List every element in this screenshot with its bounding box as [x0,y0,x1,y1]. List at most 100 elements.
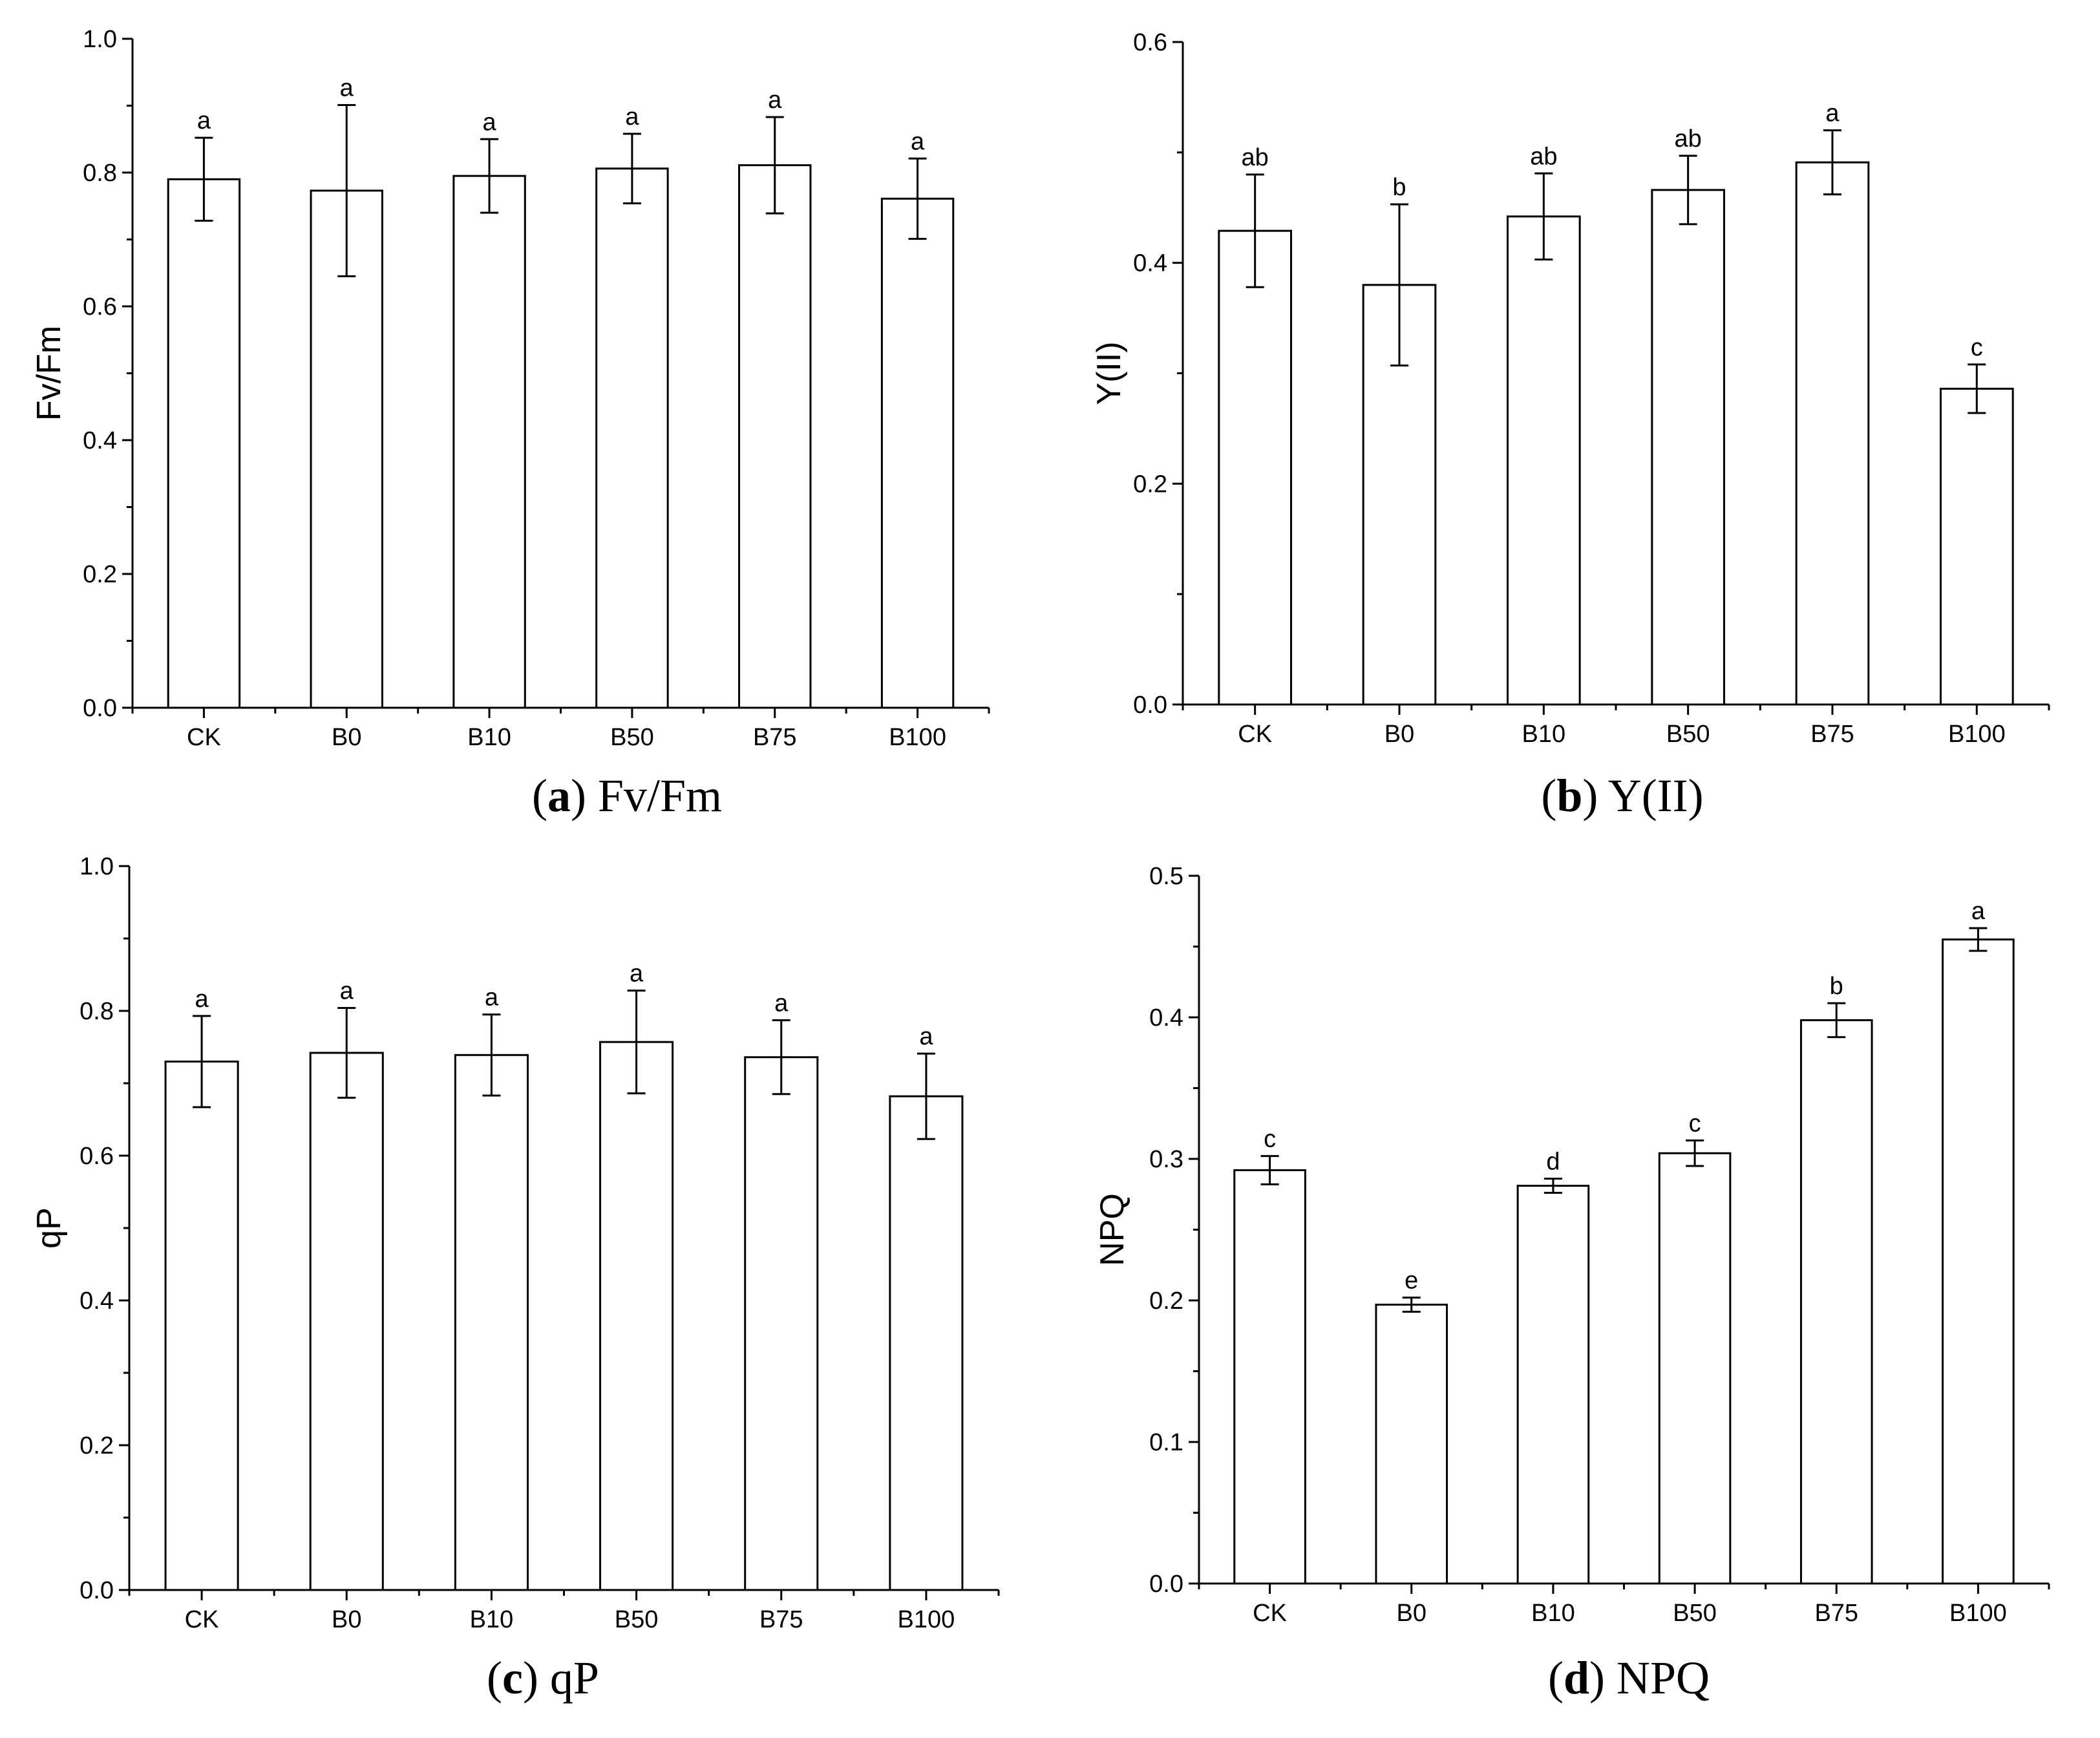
panel-caption: (c) qP [487,1652,599,1704]
y-tick-label: 0.6 [80,1143,114,1170]
bar-b100 [880,197,955,709]
y-tick-label: 0.0 [1149,1571,1183,1598]
significance-label: a [1971,898,1986,925]
y-tick-label: 1.0 [83,26,117,53]
significance-label: a [483,109,497,136]
y-tick-label: 0.4 [83,427,117,454]
bar-b75 [744,1056,819,1591]
significance-label: c [1264,1126,1276,1153]
caption-letter: c [502,1652,523,1704]
significance-label: b [1830,973,1843,1000]
y-tick-label: 0.4 [1133,250,1167,277]
significance-label: a [774,990,789,1017]
bar-b50 [595,167,669,709]
y-tick-label: 0.0 [1133,692,1167,719]
x-tick-label: B50 [610,724,654,751]
bar-b50 [599,1041,674,1591]
bar-ck [1218,229,1293,706]
significance-label: d [1546,1149,1560,1176]
x-tick-label: B0 [332,1606,361,1633]
x-tick-label: B10 [1531,1600,1575,1627]
y-tick-label: 0.6 [1133,29,1167,56]
y-tick-label: 0.2 [83,561,117,588]
bar-b75 [738,164,812,709]
y-tick-label: 0.5 [1149,863,1183,890]
x-tick-label: B50 [1666,721,1710,748]
bar-ck [167,178,241,709]
panel-d: 0.0 0.1 0.2 0.3 0.4 0.5 NPQ c CK e B0 d B10 c B50 b B75 a… [1094,863,2050,1704]
significance-label: b [1392,174,1406,201]
panel-c: 0.0 0.2 0.4 0.6 0.8 1.0 qP a CK a B0 a B10 a B50 a B75 a B… [30,853,1000,1704]
bar-ck [1233,1169,1306,1585]
significance-label: e [1405,1267,1418,1295]
bar-b10 [1516,1185,1590,1585]
x-tick-label: B10 [1522,721,1566,748]
bar-b100 [1940,387,2014,706]
bar-b50 [1651,189,1725,706]
x-tick-label: B100 [1948,721,2006,748]
y-tick-label: 0.0 [80,1577,114,1604]
bar-b10 [454,1054,529,1591]
y-axis-title: NPQ [1094,1193,1131,1266]
x-tick-label: B75 [759,1606,803,1633]
x-tick-label: B0 [1384,721,1414,748]
caption-open-paren: ( [1548,1652,1564,1704]
y-tick-label: 0.1 [1149,1429,1183,1456]
y-tick-label: 0.2 [1149,1288,1183,1315]
x-tick-label: B50 [1673,1600,1717,1627]
bar-b0 [309,1052,384,1591]
x-tick-label: CK [185,1606,219,1633]
panel-caption: (b) Y(II) [1541,770,1703,821]
caption-text: ) Y(II) [1582,770,1703,821]
panel-caption: (d) NPQ [1548,1652,1710,1704]
caption-letter: b [1556,770,1582,821]
y-axis-title: qP [30,1207,68,1249]
y-tick-label: 0.4 [1149,1004,1183,1032]
x-tick-label: B10 [470,1606,514,1633]
x-tick-label: B75 [1810,721,1854,748]
significance-label: c [1971,334,1983,361]
significance-label: a [197,107,211,134]
significance-label: ab [1242,144,1269,171]
x-tick-label: B0 [332,724,361,751]
bar-b75 [1795,161,1870,706]
bar-b10 [1507,215,1581,706]
x-tick-label: B100 [1949,1600,2007,1627]
caption-letter: d [1564,1652,1589,1704]
significance-label: a [195,986,209,1013]
caption-text: ) Fv/Fm [571,770,722,821]
y-tick-label: 0.4 [80,1288,114,1315]
x-tick-label: B50 [615,1606,659,1633]
x-tick-label: B75 [1814,1600,1858,1627]
panel-a: 0.0 0.2 0.4 0.6 0.8 1.0 Fv/Fm a CK a B0 a B10 a B50 a B7… [30,26,990,821]
bar-ck [164,1060,239,1591]
caption-text: ) NPQ [1589,1652,1710,1704]
x-tick-label: CK [187,724,221,751]
caption-open-paren: ( [1541,770,1556,821]
y-axis-title: Y(II) [1090,341,1128,405]
y-axis-title: Fv/Fm [30,326,68,421]
panel-b: 0.0 0.2 0.4 0.6 Y(II) ab CK b B0 ab B10 ab B50 a B75 c B… [1090,29,2050,821]
significance-label: ab [1675,125,1702,153]
bar-b100 [1942,938,2015,1585]
y-tick-label: 1.0 [80,853,114,880]
x-tick-label: B100 [898,1606,955,1633]
x-tick-label: B0 [1397,1600,1427,1627]
bar-b0 [1375,1304,1448,1585]
y-tick-label: 0.8 [83,160,117,187]
x-tick-label: CK [1238,721,1272,748]
panel-caption: (a) Fv/Fm [532,770,722,821]
significance-label: a [630,960,644,988]
y-tick-label: 0.2 [1133,471,1167,498]
significance-label: a [919,1023,933,1050]
significance-label: a [340,74,354,101]
bar-b50 [1658,1152,1732,1585]
x-tick-label: B75 [753,724,797,751]
significance-label: a [1825,100,1840,127]
bar-b100 [889,1095,964,1591]
y-tick-label: 0.6 [83,293,117,321]
significance-label: a [340,978,354,1005]
bar-b10 [452,175,526,709]
y-tick-label: 0.0 [83,695,117,722]
